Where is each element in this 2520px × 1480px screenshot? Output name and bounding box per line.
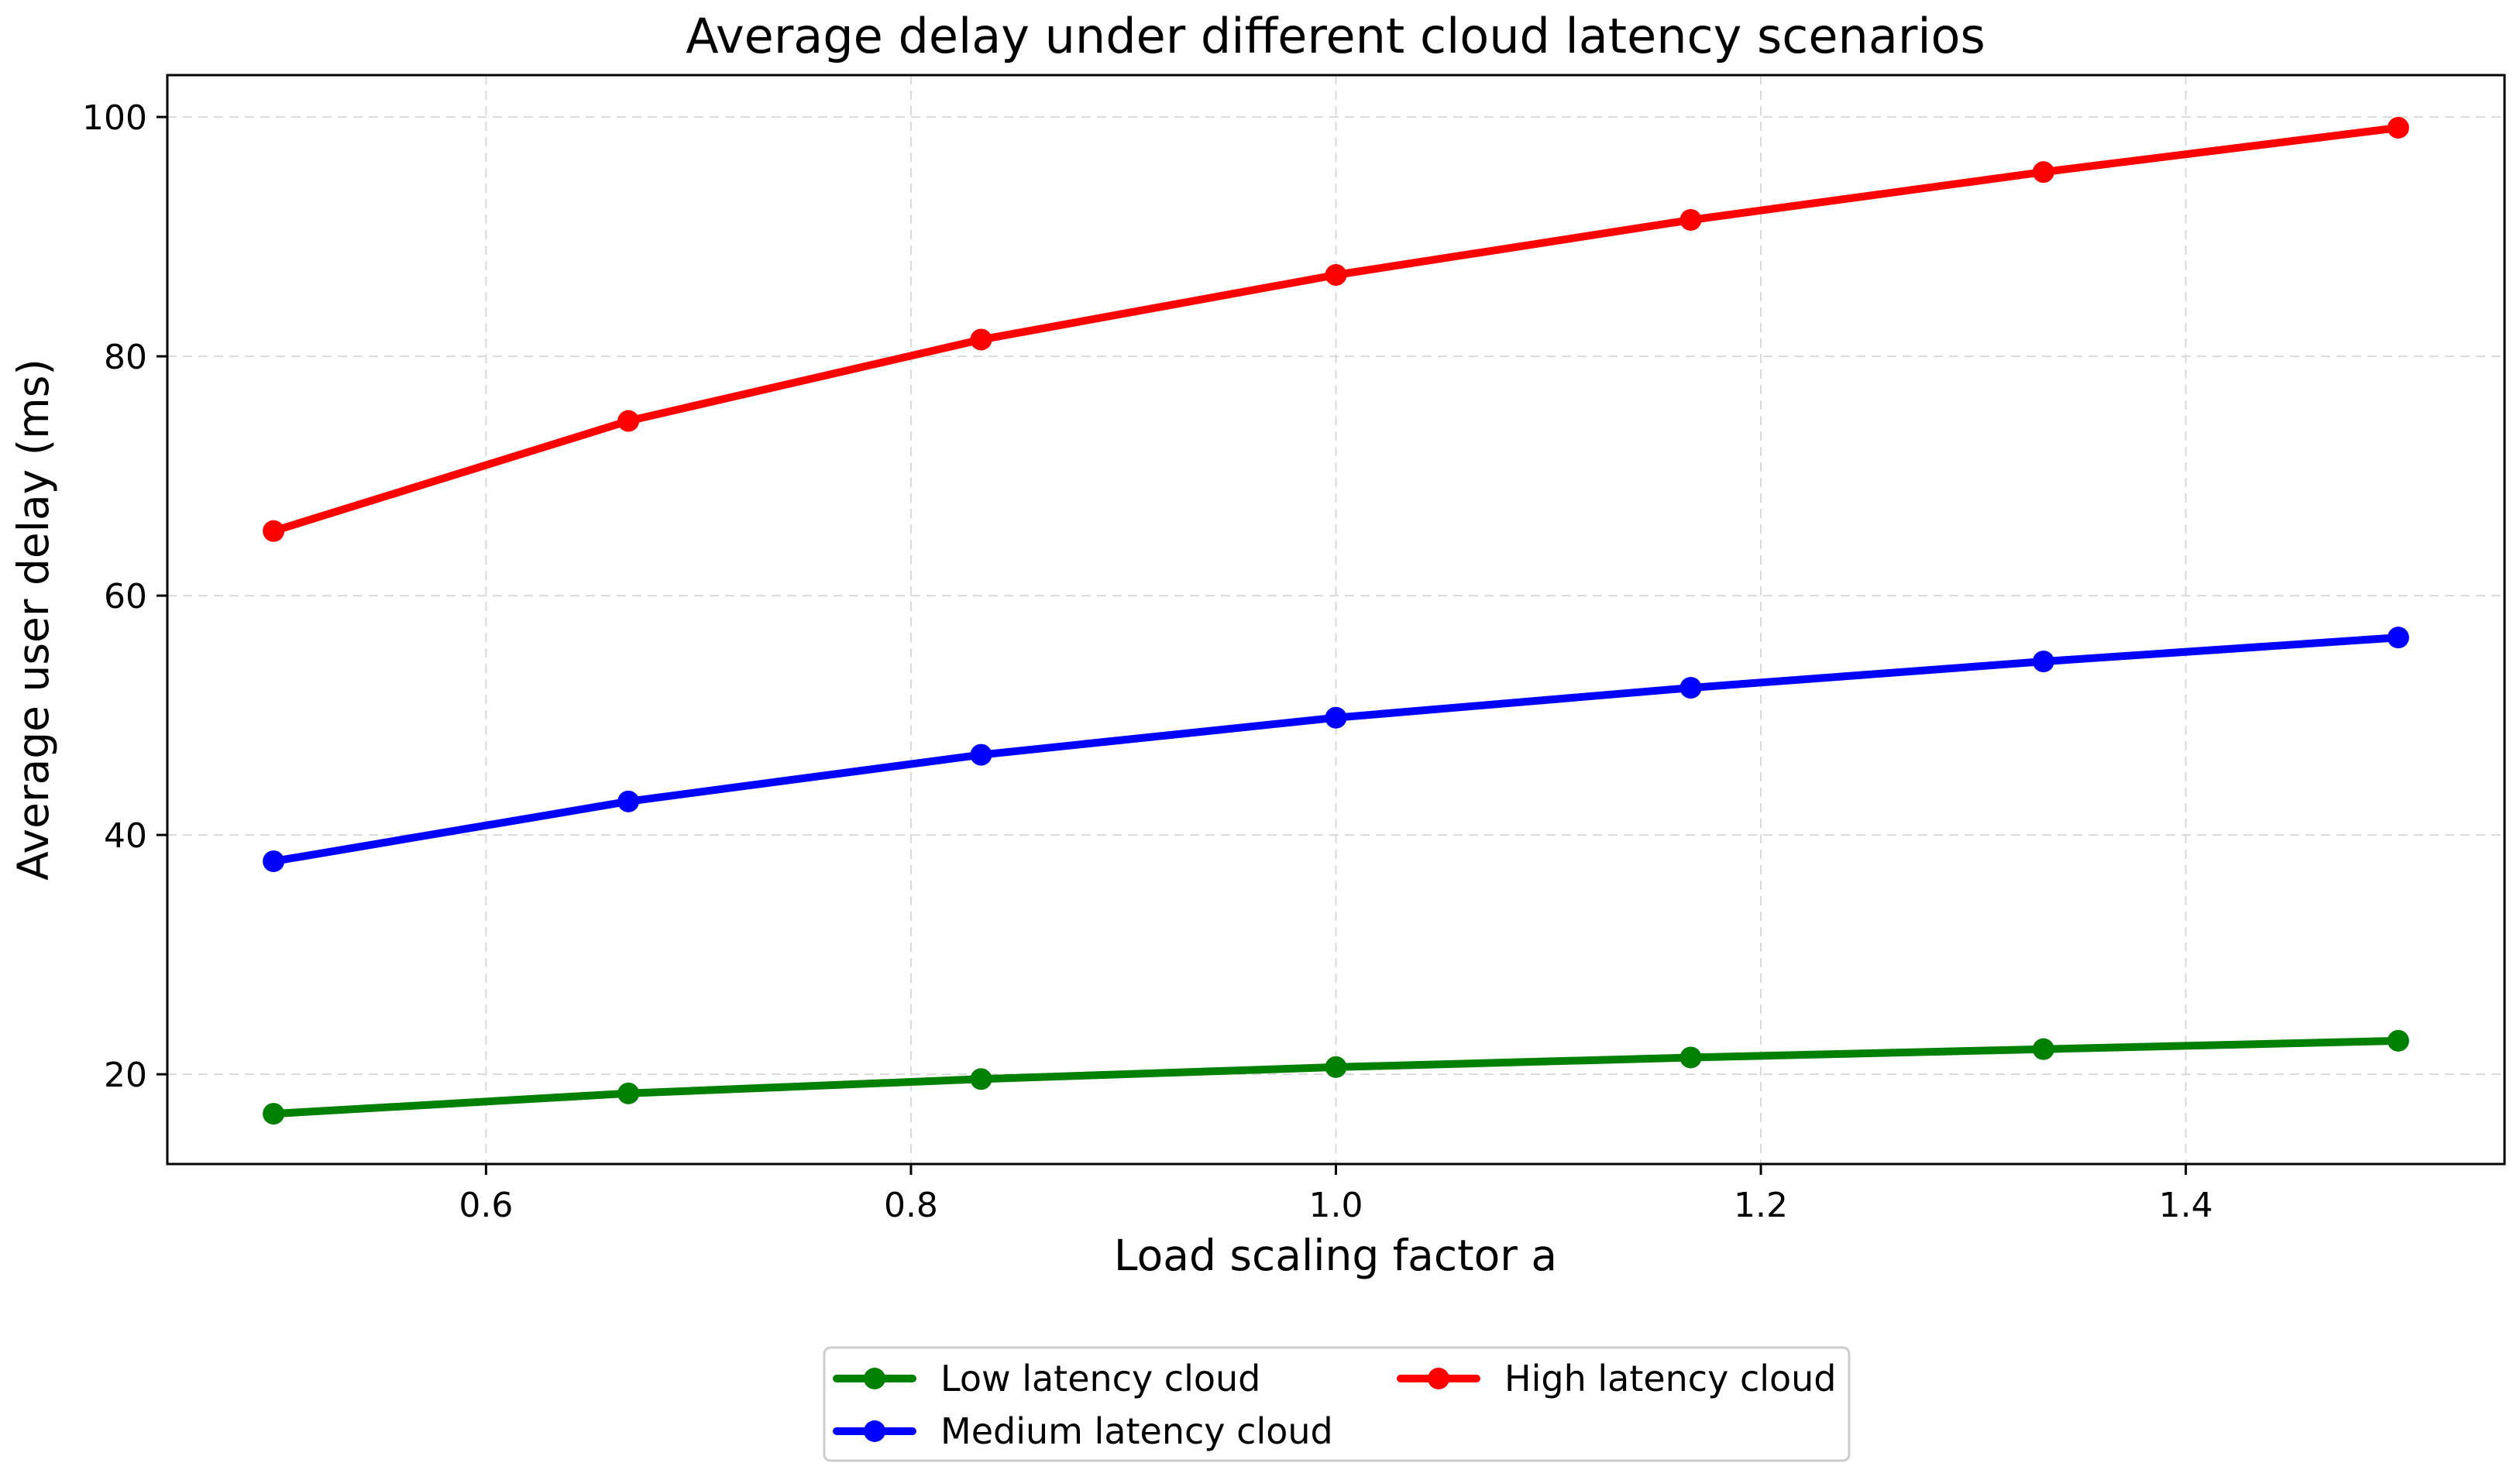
legend-label: Low latency cloud [940, 1358, 1260, 1399]
data-series [263, 116, 2409, 1125]
x-tick-label: 1.0 [1309, 1186, 1363, 1225]
legend-entry: Medium latency cloud [833, 1410, 1333, 1452]
x-axis-label: Load scaling factor a [1114, 1231, 1557, 1280]
x-tick-label: 1.2 [1734, 1186, 1788, 1225]
legend-entry: Low latency cloud [833, 1358, 1260, 1399]
y-tick-label: 100 [82, 98, 147, 138]
data-point-marker [1679, 677, 1702, 699]
legend-box [823, 1346, 1851, 1462]
data-point-marker [970, 743, 992, 766]
legend-label: Medium latency cloud [940, 1410, 1333, 1452]
series-group [263, 627, 2409, 873]
data-point-marker [263, 850, 285, 873]
legend: Low latency cloud Medium latency cloud Hig… [823, 1346, 1851, 1462]
data-point-marker [2387, 627, 2409, 649]
y-tick-label: 40 [104, 816, 147, 856]
y-tick-label: 80 [104, 338, 147, 377]
x-tick-label: 0.8 [884, 1186, 938, 1225]
data-point-marker [2032, 1038, 2054, 1060]
data-point-marker [2387, 1029, 2409, 1052]
legend-entry: High latency cloud [1397, 1358, 1837, 1399]
data-point-marker [1679, 208, 1702, 231]
legend-swatch-marker [1428, 1368, 1449, 1389]
axis-ticks: 0.6 0.8 1.0 1.2 1.4 20 40 60 80 100 [82, 98, 2213, 1225]
data-point-marker [2032, 651, 2054, 673]
x-tick-label: 1.4 [2159, 1186, 2213, 1225]
series-group [263, 1029, 2409, 1125]
legend-swatch-marker [864, 1420, 885, 1442]
y-tick-label: 60 [104, 577, 147, 616]
data-point-marker [263, 520, 285, 542]
x-tick-label: 0.6 [459, 1186, 513, 1225]
data-point-marker [1325, 1056, 1347, 1078]
data-point-marker [617, 790, 640, 812]
data-point-marker [1679, 1046, 1702, 1069]
data-point-marker [2032, 161, 2054, 184]
data-point-marker [970, 1068, 992, 1090]
y-tick-label: 20 [104, 1056, 147, 1095]
data-point-marker [617, 410, 640, 432]
series-group [263, 116, 2409, 542]
grid-lines [167, 75, 2505, 1164]
data-point-marker [617, 1082, 640, 1104]
chart-title: Average delay under different cloud late… [686, 8, 1985, 64]
data-point-marker [2387, 116, 2409, 139]
legend-entries: Low latency cloud Medium latency cloud Hig… [833, 1358, 1837, 1452]
data-point-marker [1325, 706, 1347, 729]
legend-swatch-marker [864, 1368, 885, 1389]
y-axis-label: Average user delay (ms) [9, 359, 58, 881]
data-point-marker [263, 1103, 285, 1125]
legend-label: High latency cloud [1504, 1358, 1837, 1399]
data-point-marker [1325, 264, 1347, 287]
data-point-marker [970, 328, 992, 351]
